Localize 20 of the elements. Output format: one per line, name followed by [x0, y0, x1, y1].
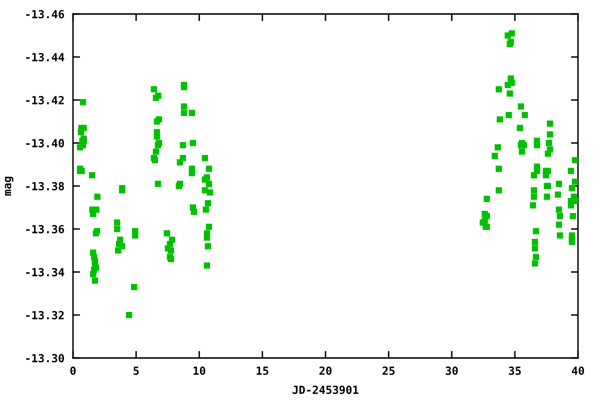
y-tick-label: -13.38	[26, 182, 64, 190]
x-tick-label: 5	[134, 366, 139, 375]
y-tick-label: -13.40	[26, 138, 64, 148]
y-axis-title: mag	[4, 176, 14, 196]
y-tick-label: -13.46	[26, 10, 64, 18]
y-tick-label: -13.30	[26, 354, 64, 362]
x-tick-label: 25	[382, 366, 395, 375]
x-tick-label: 40	[572, 366, 584, 375]
y-tick-label: -13.36	[26, 224, 64, 234]
y-tick-label: -13.44	[26, 52, 64, 62]
x-tick-label: 0	[70, 366, 76, 375]
x-axis-title: JD-2453901	[292, 386, 358, 394]
x-tick-label: 10	[194, 366, 206, 375]
x-tick-label: 20	[319, 366, 332, 375]
y-tick-label: -13.34	[26, 268, 64, 276]
x-tick-label: 35	[508, 366, 521, 375]
x-tick-label: 30	[446, 366, 458, 375]
y-tick-label: -13.32	[26, 310, 64, 320]
y-tick-label: -13.42	[26, 96, 64, 104]
x-tick-label: 15	[256, 366, 268, 375]
